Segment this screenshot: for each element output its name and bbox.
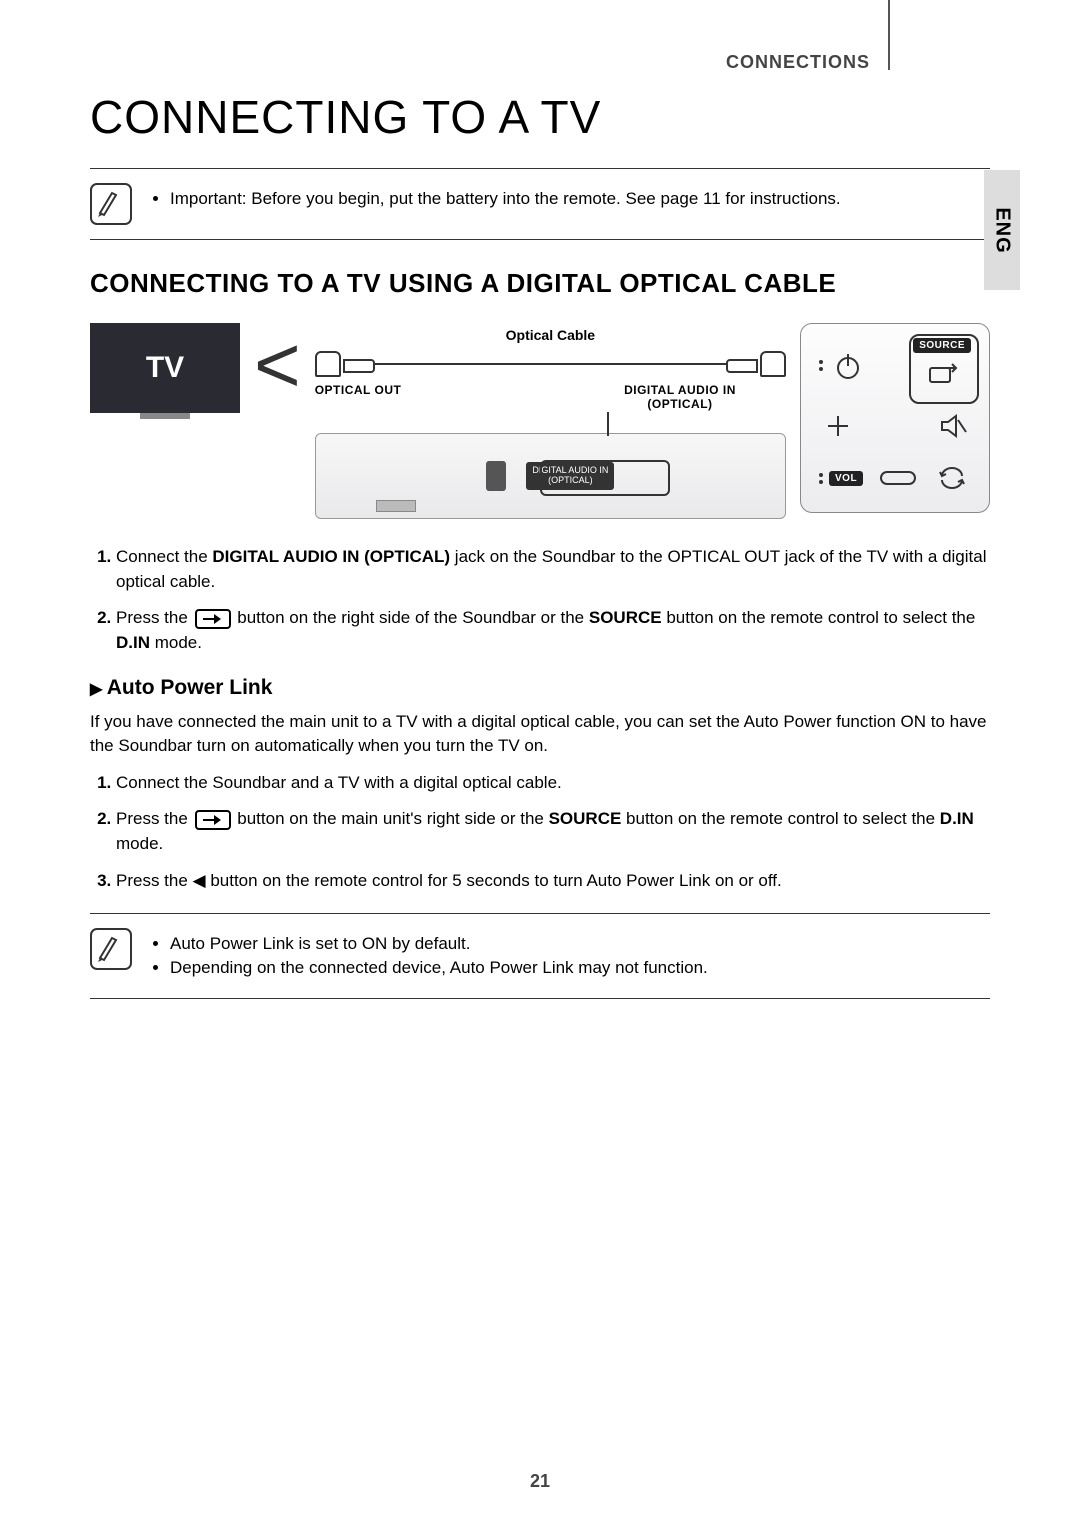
auto-power-notes-block: Auto Power Link is set to ON by default.… (90, 913, 990, 999)
page-number: 21 (0, 1471, 1080, 1492)
step-item: Press the button on the main unit's righ… (116, 807, 990, 856)
tv-label: TV (146, 351, 184, 385)
manual-page: CONNECTIONS ENG CONNECTING TO A TV Impor… (0, 0, 1080, 1532)
optical-cable-line (347, 363, 754, 365)
step-item: Connect the DIGITAL AUDIO IN (OPTICAL) j… (116, 545, 990, 594)
leader-line (607, 412, 609, 436)
section-heading: CONNECTING TO A TV USING A DIGITAL OPTIC… (90, 268, 990, 299)
remote-illustration: SOURCE VOL (800, 323, 990, 513)
vol-label: VOL (829, 471, 863, 486)
important-note-block: Important: Before you begin, put the bat… (90, 168, 990, 240)
digital-audio-in-port-icon (760, 351, 786, 377)
soundbar-button-icon (376, 500, 416, 512)
power-icon (829, 347, 867, 385)
pill-button-icon (880, 471, 916, 485)
step-item: Connect the Soundbar and a TV with a dig… (116, 771, 990, 796)
language-tab: ENG (984, 170, 1020, 290)
page-title: CONNECTING TO A TV (90, 90, 990, 144)
bracket-icon: < (254, 329, 301, 401)
note-item: Auto Power Link is set to ON by default. (170, 932, 708, 956)
note-text: Auto Power Link is set to ON by default.… (152, 928, 708, 984)
mute-icon (933, 407, 971, 445)
tv-illustration: TV (90, 323, 240, 413)
auto-power-heading: Auto Power Link (90, 676, 990, 700)
note-icon (90, 183, 132, 225)
soundbar-illustration: DIGITAL AUDIO IN (OPTICAL) (315, 433, 786, 519)
connection-diagram: TV < Optical Cable OPTICAL OUT DIGITAL A… (90, 323, 990, 519)
source-button-inline-icon (195, 810, 231, 830)
digital-audio-in-label: DIGITAL AUDIO IN (OPTICAL) (574, 383, 786, 411)
auto-power-intro: If you have connected the main unit to a… (90, 710, 990, 759)
optical-out-label: OPTICAL OUT (315, 383, 527, 411)
source-button-inline-icon (195, 609, 231, 629)
section-label: CONNECTIONS (726, 52, 870, 73)
step-item: Press the button on the right side of th… (116, 606, 990, 655)
indicator-dots-icon (819, 360, 823, 371)
source-highlight-box (909, 334, 979, 404)
step-item: Press the ◀ button on the remote control… (116, 869, 990, 894)
cable-label: Optical Cable (315, 327, 786, 343)
note-icon (90, 928, 132, 970)
main-steps-list: Connect the DIGITAL AUDIO IN (OPTICAL) j… (90, 545, 990, 656)
soundbar-port-tag: DIGITAL AUDIO IN (OPTICAL) (526, 462, 614, 490)
note-item: Important: Before you begin, put the bat… (170, 187, 841, 211)
volume-up-icon (819, 407, 857, 445)
header-rule (888, 0, 890, 70)
indicator-dots-icon (819, 473, 823, 484)
auto-power-steps-list: Connect the Soundbar and a TV with a dig… (90, 771, 990, 894)
language-label: ENG (991, 207, 1014, 253)
soundbar-port-icon (486, 461, 506, 491)
note-item: Depending on the connected device, Auto … (170, 956, 708, 980)
repeat-icon (933, 459, 971, 497)
optical-out-port-icon (315, 351, 341, 377)
cable-column: Optical Cable OPTICAL OUT DIGITAL AUDIO … (315, 323, 786, 519)
tv-stand (140, 413, 190, 419)
note-text: Important: Before you begin, put the bat… (152, 183, 841, 215)
